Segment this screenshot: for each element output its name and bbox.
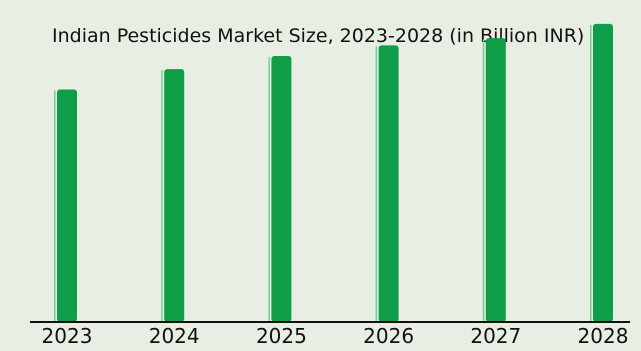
x-tick-label-2026: 2026 — [363, 324, 414, 348]
bar-2025 — [271, 56, 292, 323]
chart-title: Indian Pesticides Market Size, 2023-2028… — [52, 25, 584, 47]
x-tick-labels: 2023 2024 2025 2026 2027 2028 — [42, 324, 629, 348]
bar-edge-2023 — [54, 90, 56, 322]
bar-2026 — [378, 45, 399, 323]
bar-2027 — [485, 38, 506, 322]
bar-edge-2025 — [268, 57, 270, 323]
bar-edge-2026 — [375, 46, 378, 323]
x-tick-label-2024: 2024 — [149, 324, 200, 348]
bar-2028 — [593, 23, 613, 322]
bar-edge-2027 — [482, 39, 485, 322]
bar-2024 — [164, 69, 185, 322]
x-tick-label-2025: 2025 — [256, 324, 307, 348]
x-tick-label-2023: 2023 — [42, 324, 93, 348]
x-tick-label-2027: 2027 — [470, 324, 521, 348]
bar-edge-2024 — [161, 70, 163, 322]
bar-edge-2028 — [590, 24, 592, 322]
x-tick-label-2028: 2028 — [578, 324, 629, 348]
bars — [54, 23, 613, 323]
bar-2023 — [57, 89, 77, 322]
